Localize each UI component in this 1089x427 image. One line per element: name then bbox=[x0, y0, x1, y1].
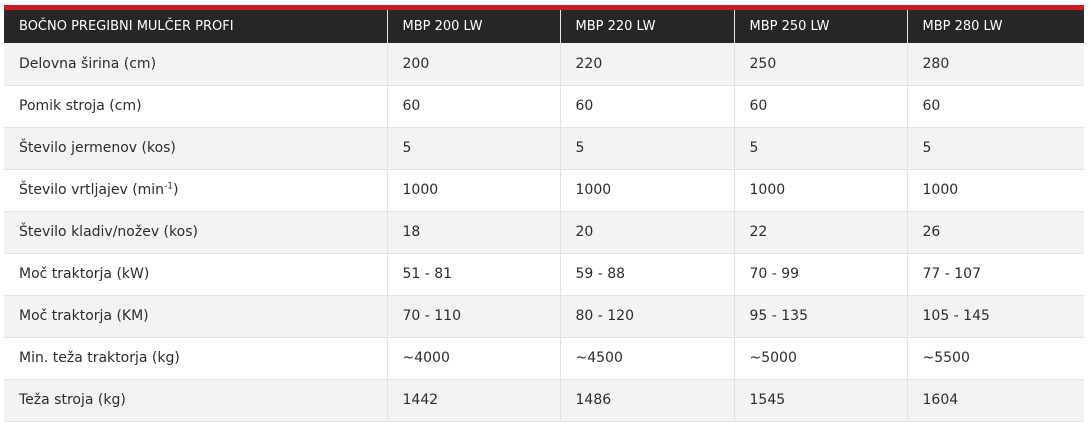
row-label-text: Število vrtljajev (min bbox=[19, 182, 165, 198]
cell-value: 77 - 107 bbox=[907, 253, 1084, 296]
table-row: Pomik stroja (cm) 60 60 60 60 bbox=[4, 85, 1084, 128]
spec-table-container: BOČNO PREGIBNI MULČER PROFI MBP 200 LW M… bbox=[4, 5, 1084, 422]
row-label: Moč traktorja (kW) bbox=[4, 253, 388, 296]
cell-value: 70 - 99 bbox=[734, 253, 908, 296]
table-row: Število kladiv/nožev (kos) 18 20 22 26 bbox=[4, 211, 1084, 254]
cell-value: 80 - 120 bbox=[560, 295, 735, 338]
cell-value: 60 bbox=[560, 85, 735, 128]
cell-value: 1604 bbox=[907, 379, 1084, 422]
row-label-suffix: ) bbox=[173, 182, 179, 198]
table-row: Teža stroja (kg) 1442 1486 1545 1604 bbox=[4, 379, 1084, 422]
cell-value: 22 bbox=[734, 211, 908, 254]
cell-value: 60 bbox=[907, 85, 1084, 128]
cell-value: 51 - 81 bbox=[387, 253, 561, 296]
header-model-mbp-280: MBP 280 LW bbox=[907, 10, 1084, 43]
table-header-row: BOČNO PREGIBNI MULČER PROFI MBP 200 LW M… bbox=[4, 10, 1084, 43]
cell-value: 95 - 135 bbox=[734, 295, 908, 338]
cell-value: 18 bbox=[387, 211, 561, 254]
header-model-mbp-200: MBP 200 LW bbox=[387, 10, 561, 43]
row-label: Moč traktorja (KM) bbox=[4, 295, 388, 338]
cell-value: ~4500 bbox=[560, 337, 735, 380]
cell-value: 70 - 110 bbox=[387, 295, 561, 338]
cell-value: 5 bbox=[734, 127, 908, 170]
header-product-name: BOČNO PREGIBNI MULČER PROFI bbox=[4, 10, 388, 43]
cell-value: 1000 bbox=[734, 169, 908, 212]
table-row: Število jermenov (kos) 5 5 5 5 bbox=[4, 127, 1084, 170]
cell-value: ~5000 bbox=[734, 337, 908, 380]
spec-table: BOČNO PREGIBNI MULČER PROFI MBP 200 LW M… bbox=[4, 10, 1084, 422]
row-label: Število vrtljajev (min-1) bbox=[4, 169, 388, 212]
header-model-mbp-250: MBP 250 LW bbox=[734, 10, 908, 43]
cell-value: 1000 bbox=[560, 169, 735, 212]
table-row: Delovna širina (cm) 200 220 250 280 bbox=[4, 43, 1084, 86]
row-label-superscript: -1 bbox=[164, 181, 174, 192]
row-label: Število kladiv/nožev (kos) bbox=[4, 211, 388, 254]
cell-value: 60 bbox=[734, 85, 908, 128]
cell-value: 280 bbox=[907, 43, 1084, 86]
cell-value: 5 bbox=[387, 127, 561, 170]
row-label: Delovna širina (cm) bbox=[4, 43, 388, 86]
cell-value: 5 bbox=[907, 127, 1084, 170]
cell-value: 1545 bbox=[734, 379, 908, 422]
cell-value: 1000 bbox=[387, 169, 561, 212]
cell-value: 59 - 88 bbox=[560, 253, 735, 296]
cell-value: 20 bbox=[560, 211, 735, 254]
cell-value: 5 bbox=[560, 127, 735, 170]
cell-value: 105 - 145 bbox=[907, 295, 1084, 338]
cell-value: 250 bbox=[734, 43, 908, 86]
cell-value: 1000 bbox=[907, 169, 1084, 212]
cell-value: ~4000 bbox=[387, 337, 561, 380]
cell-value: 26 bbox=[907, 211, 1084, 254]
cell-value: 1486 bbox=[560, 379, 735, 422]
cell-value: 200 bbox=[387, 43, 561, 86]
header-model-mbp-220: MBP 220 LW bbox=[560, 10, 735, 43]
cell-value: 1442 bbox=[387, 379, 561, 422]
table-row: Moč traktorja (KM) 70 - 110 80 - 120 95 … bbox=[4, 295, 1084, 338]
row-label: Min. teža traktorja (kg) bbox=[4, 337, 388, 380]
cell-value: 220 bbox=[560, 43, 735, 86]
row-label: Pomik stroja (cm) bbox=[4, 85, 388, 128]
table-row: Število vrtljajev (min-1) 1000 1000 1000… bbox=[4, 169, 1084, 212]
accent-bar bbox=[4, 5, 1084, 10]
cell-value: ~5500 bbox=[907, 337, 1084, 380]
row-label: Teža stroja (kg) bbox=[4, 379, 388, 422]
row-label: Število jermenov (kos) bbox=[4, 127, 388, 170]
table-row: Moč traktorja (kW) 51 - 81 59 - 88 70 - … bbox=[4, 253, 1084, 296]
cell-value: 60 bbox=[387, 85, 561, 128]
table-row: Min. teža traktorja (kg) ~4000 ~4500 ~50… bbox=[4, 337, 1084, 380]
